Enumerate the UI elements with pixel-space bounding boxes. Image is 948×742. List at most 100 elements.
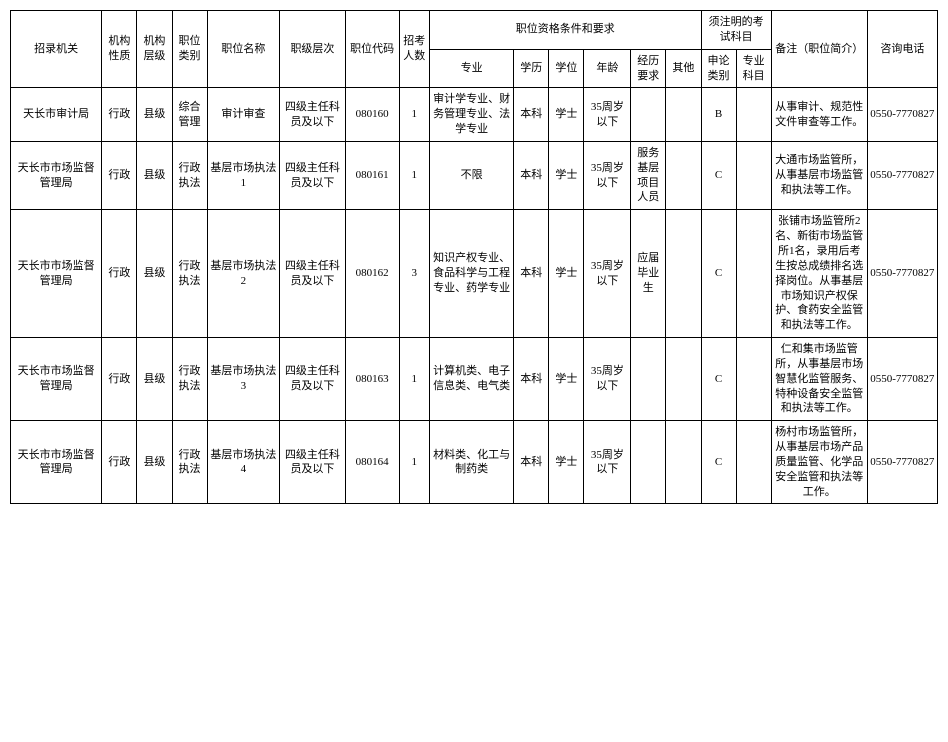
h-other: 其他 (666, 49, 701, 88)
cell-count: 1 (399, 88, 429, 142)
cell-sub2 (736, 421, 771, 504)
table-row: 天长市审计局行政县级综合管理审计审查四级主任科员及以下0801601审计学专业、… (11, 88, 938, 142)
table-row: 天长市市场监督管理局行政县级行政执法基层市场执法1四级主任科员及以下080161… (11, 141, 938, 209)
cell-pname: 基层市场执法1 (207, 141, 280, 209)
cell-exp (631, 88, 666, 142)
cell-exp: 应届毕业生 (631, 210, 666, 338)
cell-pname: 基层市场执法4 (207, 421, 280, 504)
cell-code: 080160 (345, 88, 399, 142)
recruitment-table: 招录机关 机构性质 机构层级 职位类别 职位名称 职级层次 职位代码 招考人数 … (10, 10, 938, 504)
cell-phone: 0550-7770827 (867, 421, 937, 504)
cell-level: 县级 (137, 88, 172, 142)
cell-exp (631, 421, 666, 504)
cell-plevel: 四级主任科员及以下 (280, 141, 346, 209)
cell-org: 天长市审计局 (11, 88, 102, 142)
cell-major: 计算机类、电子信息类、电气类 (429, 338, 513, 421)
cell-other (666, 338, 701, 421)
h-sub1: 申论类别 (701, 49, 736, 88)
cell-count: 1 (399, 421, 429, 504)
cell-nature: 行政 (102, 210, 137, 338)
cell-other (666, 88, 701, 142)
cell-plevel: 四级主任科员及以下 (280, 88, 346, 142)
cell-plevel: 四级主任科员及以下 (280, 338, 346, 421)
cell-age: 35周岁以下 (584, 338, 631, 421)
cell-edu: 本科 (514, 88, 549, 142)
cell-sub1: C (701, 421, 736, 504)
table-row: 天长市市场监督管理局行政县级行政执法基层市场执法3四级主任科员及以下080163… (11, 338, 938, 421)
cell-remark: 大通市场监管所，从事基层市场监管和执法等工作。 (771, 141, 867, 209)
cell-level: 县级 (137, 141, 172, 209)
cell-other (666, 141, 701, 209)
cell-org: 天长市市场监督管理局 (11, 141, 102, 209)
cell-plevel: 四级主任科员及以下 (280, 421, 346, 504)
h-count: 招考人数 (399, 11, 429, 88)
cell-remark: 从事审计、规范性文件审查等工作。 (771, 88, 867, 142)
table-row: 天长市市场监督管理局行政县级行政执法基层市场执法4四级主任科员及以下080164… (11, 421, 938, 504)
cell-edu: 本科 (514, 141, 549, 209)
cell-level: 县级 (137, 421, 172, 504)
cell-sub2 (736, 338, 771, 421)
cell-deg: 学士 (549, 141, 584, 209)
cell-major: 不限 (429, 141, 513, 209)
table-body: 天长市审计局行政县级综合管理审计审查四级主任科员及以下0801601审计学专业、… (11, 88, 938, 504)
h-org: 招录机关 (11, 11, 102, 88)
h-edu: 学历 (514, 49, 549, 88)
cell-major: 审计学专业、财务管理专业、法学专业 (429, 88, 513, 142)
h-deg: 学位 (549, 49, 584, 88)
cell-sub1: C (701, 338, 736, 421)
cell-nature: 行政 (102, 141, 137, 209)
cell-major: 知识产权专业、食品科学与工程专业、药学专业 (429, 210, 513, 338)
cell-count: 1 (399, 141, 429, 209)
cell-code: 080162 (345, 210, 399, 338)
table-header: 招录机关 机构性质 机构层级 职位类别 职位名称 职级层次 职位代码 招考人数 … (11, 11, 938, 88)
h-sub2: 专业科目 (736, 49, 771, 88)
cell-sub1: C (701, 141, 736, 209)
table-row: 天长市市场监督管理局行政县级行政执法基层市场执法2四级主任科员及以下080162… (11, 210, 938, 338)
cell-code: 080161 (345, 141, 399, 209)
cell-phone: 0550-7770827 (867, 210, 937, 338)
h-exp: 经历要求 (631, 49, 666, 88)
cell-code: 080164 (345, 421, 399, 504)
cell-cat: 行政执法 (172, 421, 207, 504)
cell-sub1: C (701, 210, 736, 338)
cell-edu: 本科 (514, 210, 549, 338)
cell-deg: 学士 (549, 210, 584, 338)
cell-count: 1 (399, 338, 429, 421)
cell-deg: 学士 (549, 338, 584, 421)
cell-org: 天长市市场监督管理局 (11, 210, 102, 338)
cell-level: 县级 (137, 210, 172, 338)
h-exam-group: 须注明的考试科目 (701, 11, 771, 50)
cell-cat: 行政执法 (172, 210, 207, 338)
cell-org: 天长市市场监督管理局 (11, 338, 102, 421)
cell-other (666, 421, 701, 504)
cell-remark: 张铺市场监管所2名、新街市场监管所1名，录用后考生按总成绩排名选择岗位。从事基层… (771, 210, 867, 338)
cell-pname: 基层市场执法2 (207, 210, 280, 338)
h-code: 职位代码 (345, 11, 399, 88)
cell-phone: 0550-7770827 (867, 88, 937, 142)
h-pname: 职位名称 (207, 11, 280, 88)
cell-nature: 行政 (102, 421, 137, 504)
cell-remark: 仁和集市场监管所，从事基层市场智慧化监管服务、特种设备安全监管和执法等工作。 (771, 338, 867, 421)
cell-edu: 本科 (514, 421, 549, 504)
cell-exp: 服务基层项目人员 (631, 141, 666, 209)
cell-edu: 本科 (514, 338, 549, 421)
h-qual-group: 职位资格条件和要求 (429, 11, 701, 50)
cell-sub1: B (701, 88, 736, 142)
cell-cat: 行政执法 (172, 338, 207, 421)
h-age: 年龄 (584, 49, 631, 88)
h-remark: 备注（职位简介） (771, 11, 867, 88)
cell-sub2 (736, 88, 771, 142)
cell-pname: 基层市场执法3 (207, 338, 280, 421)
h-level: 机构层级 (137, 11, 172, 88)
cell-remark: 杨村市场监管所，从事基层市场产品质量监管、化学品安全监管和执法等工作。 (771, 421, 867, 504)
cell-age: 35周岁以下 (584, 210, 631, 338)
cell-age: 35周岁以下 (584, 421, 631, 504)
cell-plevel: 四级主任科员及以下 (280, 210, 346, 338)
h-major: 专业 (429, 49, 513, 88)
cell-deg: 学士 (549, 88, 584, 142)
h-plevel: 职级层次 (280, 11, 346, 88)
cell-nature: 行政 (102, 88, 137, 142)
cell-org: 天长市市场监督管理局 (11, 421, 102, 504)
cell-sub2 (736, 141, 771, 209)
h-cat: 职位类别 (172, 11, 207, 88)
